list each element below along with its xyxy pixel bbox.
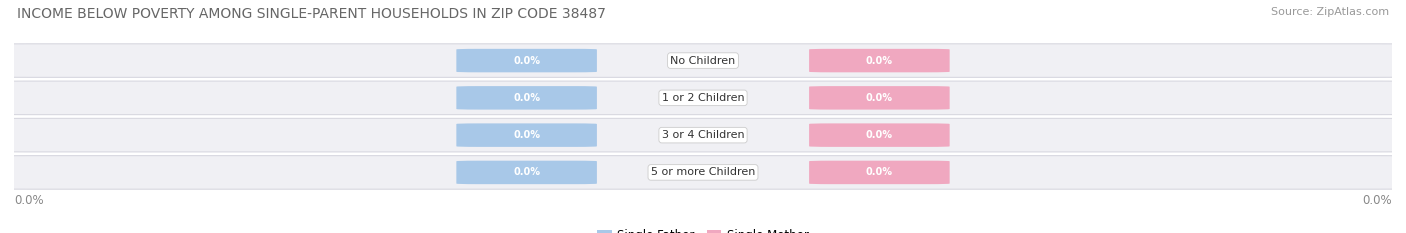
Text: 0.0%: 0.0% [866,130,893,140]
FancyBboxPatch shape [0,44,1406,77]
Text: No Children: No Children [671,56,735,65]
Text: Source: ZipAtlas.com: Source: ZipAtlas.com [1271,7,1389,17]
Text: 0.0%: 0.0% [513,168,540,177]
Text: 0.0%: 0.0% [866,56,893,65]
Text: 0.0%: 0.0% [513,130,540,140]
Text: 0.0%: 0.0% [1362,194,1392,207]
FancyBboxPatch shape [457,161,598,184]
FancyBboxPatch shape [457,49,598,72]
FancyBboxPatch shape [808,86,949,110]
FancyBboxPatch shape [0,81,1406,115]
Text: 5 or more Children: 5 or more Children [651,168,755,177]
Legend: Single Father, Single Mother: Single Father, Single Mother [598,229,808,233]
Text: 0.0%: 0.0% [866,93,893,103]
FancyBboxPatch shape [808,49,949,72]
Text: 1 or 2 Children: 1 or 2 Children [662,93,744,103]
FancyBboxPatch shape [0,156,1406,189]
FancyBboxPatch shape [808,161,949,184]
Text: 0.0%: 0.0% [513,56,540,65]
FancyBboxPatch shape [0,118,1406,152]
Text: INCOME BELOW POVERTY AMONG SINGLE-PARENT HOUSEHOLDS IN ZIP CODE 38487: INCOME BELOW POVERTY AMONG SINGLE-PARENT… [17,7,606,21]
Text: 3 or 4 Children: 3 or 4 Children [662,130,744,140]
Text: 0.0%: 0.0% [14,194,44,207]
FancyBboxPatch shape [808,123,949,147]
FancyBboxPatch shape [457,123,598,147]
Text: 0.0%: 0.0% [513,93,540,103]
Text: 0.0%: 0.0% [866,168,893,177]
FancyBboxPatch shape [457,86,598,110]
